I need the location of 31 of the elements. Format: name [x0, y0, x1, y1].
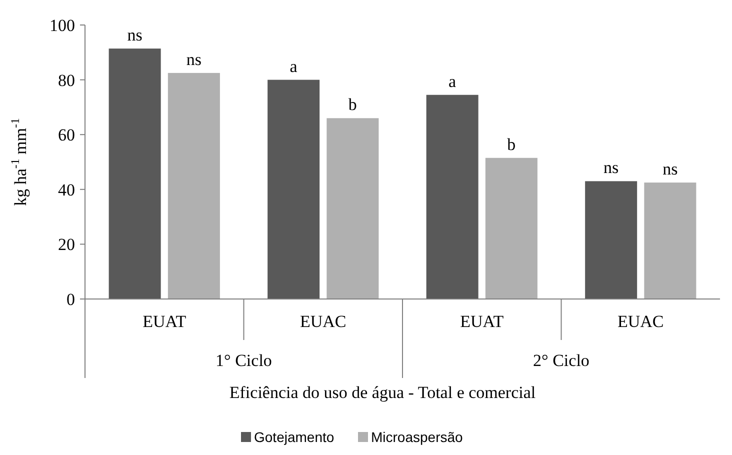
y-tick-label: 20: [58, 235, 75, 254]
y-tick-label: 100: [50, 16, 75, 35]
bar: [644, 182, 696, 299]
data-label: ns: [186, 50, 202, 69]
bar: [168, 72, 220, 299]
y-tick-label: 60: [58, 126, 75, 145]
data-label: ns: [127, 26, 142, 45]
data-label: a: [448, 72, 457, 91]
text: 1° Ciclo: [216, 351, 272, 370]
text: 2° Ciclo: [533, 351, 590, 370]
y-tick-label: 0: [66, 290, 75, 309]
bar: [108, 48, 161, 299]
x-tick-label: EUAT: [142, 312, 187, 331]
legend-label: Microaspersão: [371, 428, 464, 445]
data-label: ns: [662, 160, 678, 179]
bar: [426, 94, 478, 299]
x-tick-label: EUAC: [617, 312, 664, 331]
data-label: b: [507, 134, 516, 154]
bar: [485, 158, 538, 299]
x-tick-label: EUAC: [300, 312, 346, 331]
data-label: ns: [604, 158, 619, 178]
bar: [585, 181, 638, 299]
y-tick-label: 40: [58, 180, 75, 200]
bar: [268, 80, 320, 299]
y-tick-label: 80: [58, 70, 75, 90]
x-axis-title: Eficiência do uso de água - Total e comercial: [229, 383, 536, 402]
data-label: a: [290, 56, 298, 76]
bar: [326, 118, 379, 299]
data-label: b: [348, 95, 357, 114]
x-tick-label: EUAT: [460, 312, 504, 331]
legend-label: Gotejamento: [254, 428, 334, 445]
